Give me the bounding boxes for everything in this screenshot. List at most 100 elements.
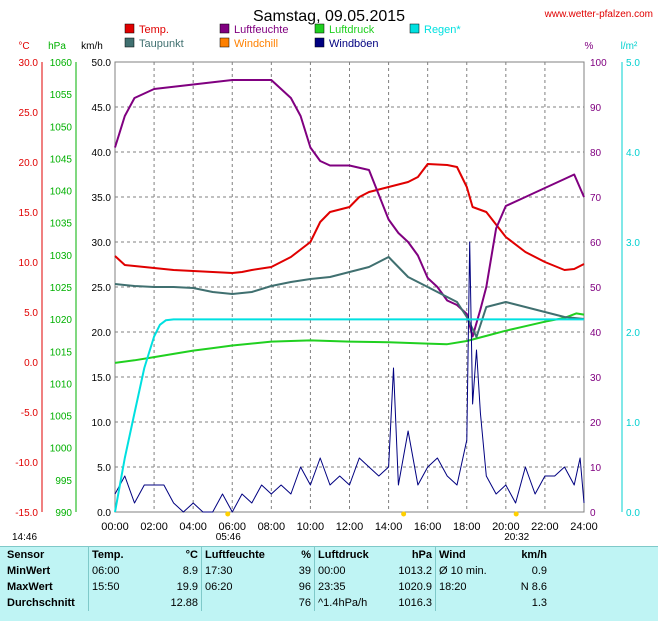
temp-tick-label: 25.0	[19, 108, 39, 119]
temp-tick-label: 10.0	[19, 258, 39, 269]
pressure-tick-label: 1010	[50, 379, 73, 390]
pressure-tick-label: 1025	[50, 283, 73, 294]
x-tick-label: 22:00	[531, 521, 559, 533]
legend-swatch	[124, 37, 135, 48]
stats-header-hum-unit: %	[301, 549, 311, 561]
stats-temp-value: 8.9	[182, 565, 198, 577]
pressure-tick-label: 1055	[50, 90, 73, 101]
sun-marker	[225, 511, 231, 517]
legend-swatch	[314, 37, 325, 48]
annotation-label: 14:46	[12, 532, 37, 543]
stats-header-wind-unit: km/h	[521, 549, 547, 561]
stats-header-hum: Luftfeuchte	[201, 547, 278, 563]
pressure-tick-label: 1050	[50, 122, 73, 133]
humidity-tick-label: 10	[590, 463, 602, 474]
stats-row-min: MinWert 06:00 8.9 17:30 39 00:00 1013.2 …	[0, 563, 550, 579]
chart-title: Samstag, 09.05.2015	[253, 8, 405, 25]
series-line-6	[114, 318, 584, 513]
wind-tick-label: 35.0	[92, 193, 112, 204]
stats-table: Sensor Temp. °C Luftfeuchte % Luftdruck …	[0, 547, 550, 611]
stats-press-time: 23:35	[314, 579, 383, 595]
stats-header-press-unit: hPa	[411, 549, 432, 561]
legend-label: Taupunkt	[139, 38, 184, 50]
x-tick-label: 04:00	[179, 521, 207, 533]
pressure-tick-label: 1005	[50, 412, 73, 423]
stats-temp-value: 12.88	[170, 597, 198, 609]
stats-temp-value: 19.9	[176, 581, 198, 593]
wind-tick-label: 15.0	[92, 373, 112, 384]
humidity-tick-label: 100	[590, 58, 607, 69]
stats-wind-value: 1.3	[531, 597, 547, 609]
wind-tick-label: 40.0	[92, 148, 112, 159]
pressure-tick-label: 995	[55, 476, 72, 487]
legend-label: Windböen	[329, 38, 379, 50]
stats-header-temp-unit: °C	[185, 549, 198, 561]
wind-tick-label: 10.0	[92, 418, 112, 429]
temp-tick-label: -10.0	[15, 458, 38, 469]
series-line-3	[114, 256, 585, 338]
stats-hum-value: 39	[298, 565, 311, 577]
stats-hum-value: 96	[298, 581, 311, 593]
temp-tick-label: 5.0	[24, 308, 38, 319]
stats-temp-time: 15:50	[88, 579, 155, 595]
axis-unit-label: km/h	[81, 41, 103, 52]
stats-press-time: 00:00	[314, 563, 383, 579]
legend-label: Windchill	[234, 38, 278, 50]
sun-marker	[401, 511, 407, 517]
stats-header-temp: Temp.	[88, 547, 155, 563]
stats-press-value: 1013.2	[398, 565, 432, 577]
temp-tick-label: -5.0	[21, 408, 39, 419]
x-tick-label: 06:00	[218, 521, 246, 533]
x-tick-label: 02:00	[140, 521, 168, 533]
x-tick-label: 20:00	[492, 521, 520, 533]
weather-chart: Samstag, 09.05.2015 www.wetter-pfalzen.co…	[12, 8, 653, 543]
humidity-tick-label: 20	[590, 418, 602, 429]
stats-temp-time: 06:00	[88, 563, 155, 579]
rain-tick-label: 0.0	[626, 508, 640, 519]
wind-tick-label: 5.0	[97, 463, 111, 474]
annotation-label: 05:46	[216, 532, 241, 543]
legend-label: Luftfeuchte	[234, 24, 288, 36]
axis-unit-label: hPa	[48, 41, 66, 52]
rain-tick-label: 5.0	[626, 58, 640, 69]
temp-tick-label: 15.0	[19, 208, 39, 219]
stats-press-time: ^1.4hPa/h	[314, 595, 383, 611]
rain-tick-label: 4.0	[626, 148, 640, 159]
stats-wind-value: N 8.6	[520, 581, 547, 593]
x-tick-label: 14:00	[375, 521, 403, 533]
pressure-tick-label: 1020	[50, 315, 73, 326]
axis-unit-label: °C	[18, 41, 29, 52]
x-tick-label: 00:00	[101, 521, 129, 533]
sun-marker	[513, 511, 519, 517]
axis-unit-label: %	[585, 41, 594, 52]
stats-header-sensor: Sensor	[7, 549, 45, 561]
temp-tick-label: 30.0	[19, 58, 39, 69]
stats-press-value: 1016.3	[398, 597, 432, 609]
series-line-0	[114, 163, 585, 274]
rain-tick-label: 2.0	[626, 328, 640, 339]
stats-press-value: 1020.9	[398, 581, 432, 593]
wind-tick-label: 30.0	[92, 238, 112, 249]
humidity-tick-label: 70	[590, 193, 602, 204]
pressure-tick-label: 990	[55, 508, 72, 519]
x-tick-label: 12:00	[336, 521, 364, 533]
wind-tick-label: 45.0	[92, 103, 112, 114]
humidity-tick-label: 50	[590, 283, 602, 294]
humidity-tick-label: 30	[590, 373, 602, 384]
x-tick-label: 08:00	[258, 521, 286, 533]
stats-hum-time: 17:30	[201, 563, 278, 579]
axis-unit-label: l/m²	[621, 41, 638, 52]
stats-label: MaxWert	[7, 581, 53, 593]
legend-swatch	[219, 23, 230, 34]
temp-tick-label: 0.0	[24, 358, 38, 369]
pressure-tick-label: 1040	[50, 187, 73, 198]
stats-header-wind: Wind	[435, 547, 504, 563]
stats-row-avg: Durchschnitt 12.88 76 ^1.4hPa/h 1016.3 1…	[0, 595, 550, 611]
stats-temp-time	[88, 595, 155, 611]
pressure-tick-label: 1030	[50, 251, 73, 262]
legend-label: Regen*	[424, 24, 461, 36]
stats-panel: Sensor Temp. °C Luftfeuchte % Luftdruck …	[0, 546, 658, 621]
rain-tick-label: 3.0	[626, 238, 640, 249]
stats-row-max: MaxWert 15:50 19.9 06:20 96 23:35 1020.9…	[0, 579, 550, 595]
